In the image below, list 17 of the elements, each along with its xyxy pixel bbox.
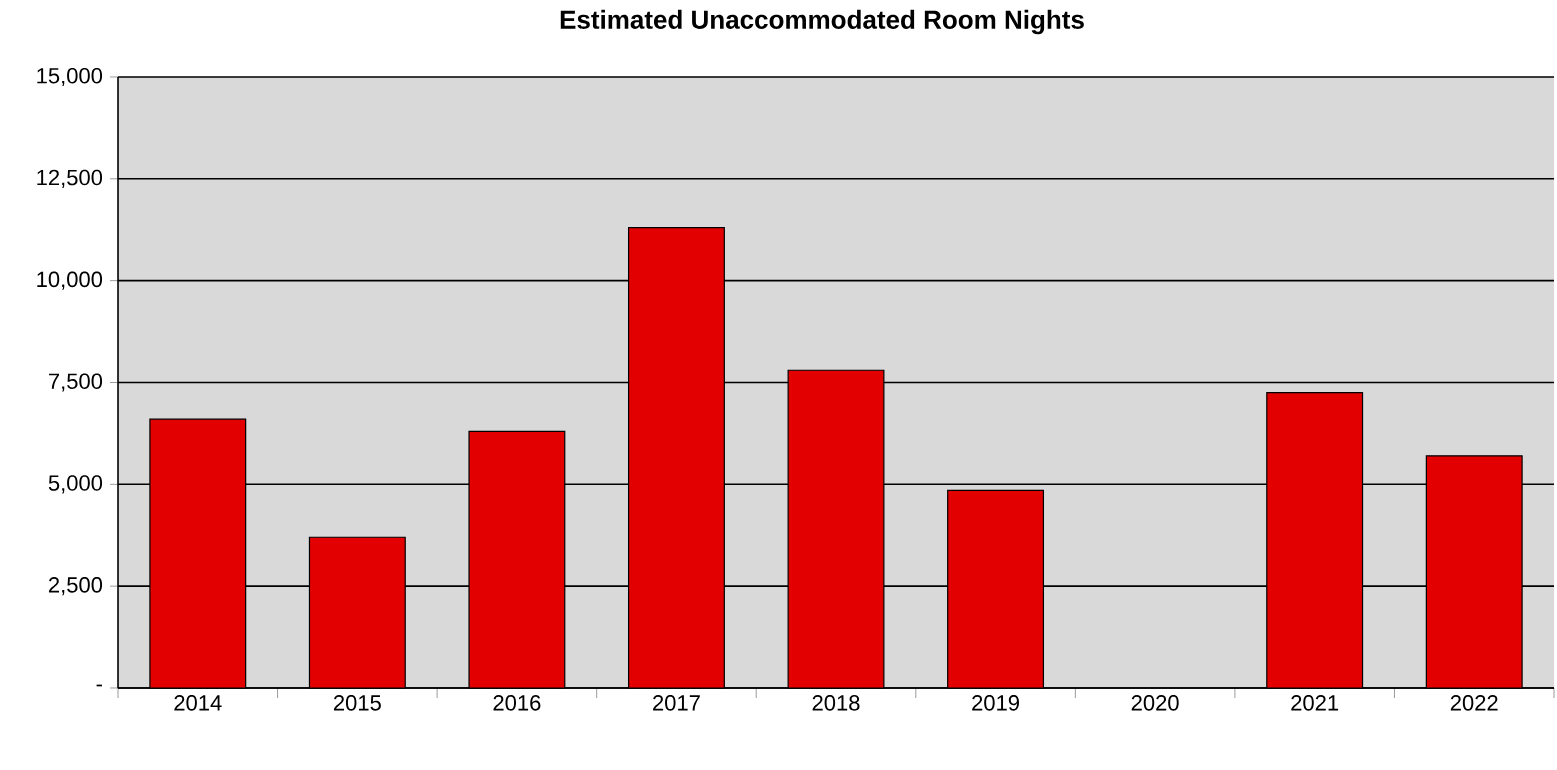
- y-tick-label: 10,000: [37, 271, 103, 290]
- y-tick-label: 5,000: [48, 475, 103, 494]
- x-tick-label: 2017: [653, 695, 700, 711]
- x-tick-label: 2021: [1291, 695, 1339, 711]
- y-tick-label: 7,500: [49, 373, 103, 392]
- y-tick-label: 15,000: [37, 67, 103, 87]
- y-tick-label: -: [96, 684, 102, 687]
- y-tick-label: 12,500: [37, 169, 103, 188]
- x-tick-label: 2019: [972, 695, 1019, 711]
- chart-title: Estimated Unaccommodated Room Nights: [560, 9, 1084, 35]
- x-tick-label: 2014: [174, 695, 222, 711]
- x-tick-label: 2018: [812, 695, 860, 711]
- x-tick-label: 2022: [1450, 695, 1498, 711]
- x-tick-label: 2016: [493, 695, 541, 711]
- y-tick-label: 2,500: [48, 577, 103, 596]
- x-tick-label: 2020: [1131, 695, 1179, 711]
- x-tick-label: 2015: [333, 695, 381, 711]
